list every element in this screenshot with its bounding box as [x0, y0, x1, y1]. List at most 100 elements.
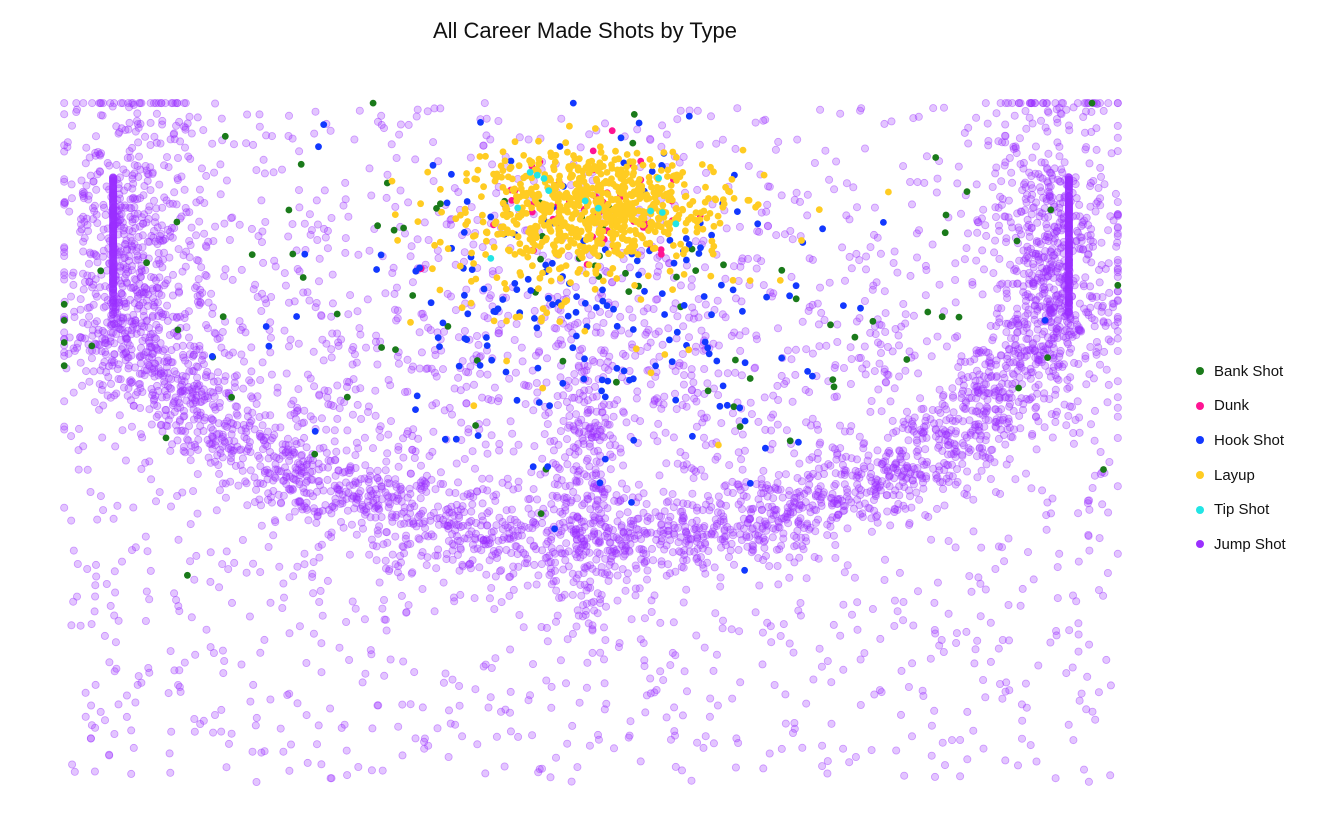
point-jump-shot [448, 546, 457, 555]
point-jump-shot [933, 504, 942, 513]
point-jump-shot [832, 392, 841, 401]
point-jump-shot [82, 367, 91, 376]
point-jump-shot [1064, 222, 1073, 231]
point-jump-shot [180, 309, 189, 318]
point-jump-shot [865, 504, 874, 513]
point-jump-shot [346, 462, 355, 471]
point-jump-shot [315, 507, 324, 516]
point-jump-shot [1064, 301, 1073, 310]
point-jump-shot [984, 416, 993, 425]
point-jump-shot [215, 583, 224, 592]
point-jump-shot [927, 352, 936, 361]
point-jump-shot [975, 402, 984, 411]
point-jump-shot [562, 539, 571, 548]
point-jump-shot [1000, 393, 1009, 402]
point-jump-shot [134, 380, 143, 389]
point-jump-shot [994, 407, 1003, 416]
point-jump-shot [277, 165, 286, 174]
point-jump-shot [1064, 207, 1073, 216]
point-jump-shot [986, 362, 995, 371]
point-jump-shot [285, 513, 294, 522]
point-jump-shot [737, 455, 746, 464]
point-jump-shot [381, 289, 390, 298]
point-jump-shot [176, 403, 185, 412]
point-jump-shot [747, 548, 756, 557]
point-jump-shot [227, 598, 236, 607]
point-jump-shot [630, 531, 639, 540]
point-jump-shot [643, 304, 652, 313]
point-jump-shot [218, 453, 227, 462]
point-jump-shot [959, 386, 968, 395]
point-jump-shot [322, 339, 331, 348]
point-jump-shot [642, 691, 651, 700]
point-jump-shot [202, 171, 211, 180]
point-jump-shot [997, 351, 1006, 360]
point-jump-shot [312, 518, 321, 527]
point-jump-shot [944, 440, 953, 449]
point-jump-shot [130, 299, 139, 308]
point-jump-shot [971, 645, 980, 654]
point-jump-shot [951, 543, 960, 552]
point-jump-shot [234, 481, 243, 490]
point-jump-shot [143, 348, 152, 357]
point-jump-shot [892, 458, 901, 467]
point-jump-shot [1064, 243, 1073, 252]
point-jump-shot [414, 513, 423, 522]
point-jump-shot [649, 556, 658, 565]
point-jump-shot [693, 544, 702, 553]
point-jump-shot [492, 521, 501, 530]
point-jump-shot [388, 550, 397, 559]
point-jump-shot [528, 731, 537, 740]
point-jump-shot [160, 345, 169, 354]
point-jump-shot [909, 476, 918, 485]
point-jump-shot [793, 526, 802, 535]
point-jump-shot [888, 347, 897, 356]
point-jump-shot [1046, 182, 1055, 191]
point-jump-shot [793, 135, 802, 144]
point-jump-shot [402, 429, 411, 438]
point-jump-shot [685, 333, 694, 342]
point-jump-shot [589, 519, 598, 528]
point-jump-shot [728, 409, 737, 418]
point-jump-shot [210, 711, 219, 720]
point-jump-shot [287, 400, 296, 409]
point-jump-shot [1042, 525, 1051, 534]
point-jump-shot [780, 379, 789, 388]
point-jump-shot [1051, 774, 1060, 783]
point-jump-shot [422, 561, 431, 570]
point-jump-shot [131, 698, 140, 707]
point-jump-shot [525, 494, 534, 503]
point-jump-shot [671, 367, 680, 376]
point-jump-shot [949, 393, 958, 402]
point-jump-shot [787, 272, 796, 281]
point-jump-shot [264, 489, 273, 498]
point-jump-shot [60, 110, 69, 119]
point-jump-shot [552, 753, 561, 762]
point-jump-shot [822, 341, 831, 350]
point-jump-shot [769, 494, 778, 503]
point-jump-shot [1113, 314, 1122, 323]
point-jump-shot [429, 508, 438, 517]
point-jump-shot [513, 526, 522, 535]
point-jump-shot [774, 137, 783, 146]
point-jump-shot [530, 442, 539, 451]
point-jump-shot [265, 447, 274, 456]
point-jump-shot [60, 503, 69, 512]
point-jump-shot [186, 448, 195, 457]
point-jump-shot [1004, 601, 1013, 610]
point-jump-shot [942, 405, 951, 414]
point-jump-shot [242, 479, 251, 488]
point-jump-shot [352, 530, 361, 539]
point-jump-shot [193, 362, 202, 371]
point-jump-shot [680, 371, 689, 380]
point-jump-shot [299, 468, 308, 477]
point-jump-shot [124, 384, 133, 393]
point-jump-shot [480, 312, 489, 321]
point-jump-shot [643, 529, 652, 538]
point-jump-shot [506, 727, 515, 736]
point-jump-shot [455, 682, 464, 691]
point-jump-shot [1032, 249, 1041, 258]
point-jump-shot [209, 388, 218, 397]
point-jump-shot [524, 696, 533, 705]
point-jump-shot [368, 724, 377, 733]
